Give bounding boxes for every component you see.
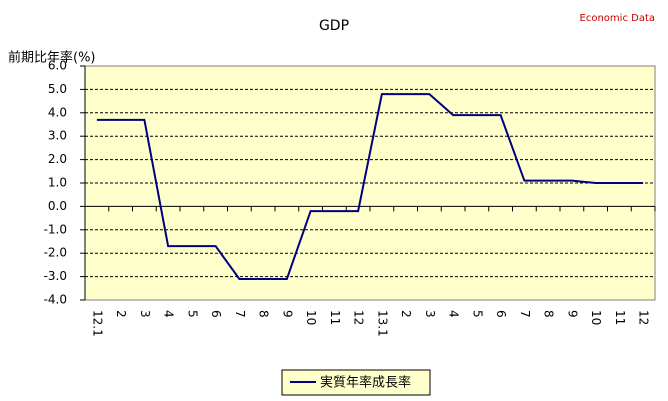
series-line — [96, 93, 644, 280]
x-tick-label: 4 — [162, 310, 176, 318]
y-axis-label: 前期比年率(%) — [8, 50, 96, 66]
y-tick-label: 1.0 — [48, 176, 67, 190]
x-tick-label: 5 — [470, 310, 484, 318]
x-tick-label: 10 — [304, 310, 318, 325]
x-tick-label: 10 — [589, 310, 603, 325]
x-tick-label: 11 — [328, 310, 342, 325]
x-tick-label: 12 — [637, 310, 651, 325]
y-tick-label: -3.0 — [44, 269, 67, 283]
y-tick-label: 4.0 — [48, 105, 67, 119]
y-tick-label: 2.0 — [48, 152, 67, 166]
x-tick-label: 6 — [209, 310, 223, 318]
x-tick-label: 11 — [613, 310, 627, 325]
x-tick-label: 3 — [138, 310, 152, 318]
x-tick-label: 9 — [565, 310, 579, 318]
x-tick-label: 12 — [352, 310, 366, 325]
x-tick-label: 5 — [185, 310, 199, 318]
x-tick-label: 3 — [423, 310, 437, 318]
x-tick-label: 4 — [447, 310, 461, 318]
y-tick-label: 0.0 — [48, 199, 67, 213]
y-tick-label: 6.0 — [48, 59, 67, 73]
x-tick-label: 8 — [257, 310, 271, 318]
legend-label: 実質年率成長率 — [320, 375, 411, 391]
y-tick-label: -4.0 — [44, 293, 67, 307]
x-tick-label: 8 — [542, 310, 556, 318]
x-tick-label: 7 — [518, 310, 532, 318]
x-tick-label: 7 — [233, 310, 247, 318]
chart-title: GDP — [319, 18, 349, 34]
y-tick-label: 3.0 — [48, 129, 67, 143]
x-tick-label: 2 — [399, 310, 413, 318]
annotation: Economic Data — [580, 13, 655, 24]
x-tick-label: 6 — [494, 310, 508, 318]
x-tick-label: 12.1 — [90, 310, 104, 337]
y-tick-label: 5.0 — [48, 82, 67, 96]
y-tick-label: -2.0 — [44, 246, 67, 260]
y-tick-label: -1.0 — [44, 222, 67, 236]
x-tick-label: 13.1 — [375, 310, 389, 337]
x-tick-label: 9 — [280, 310, 294, 318]
x-tick-label: 2 — [114, 310, 128, 318]
